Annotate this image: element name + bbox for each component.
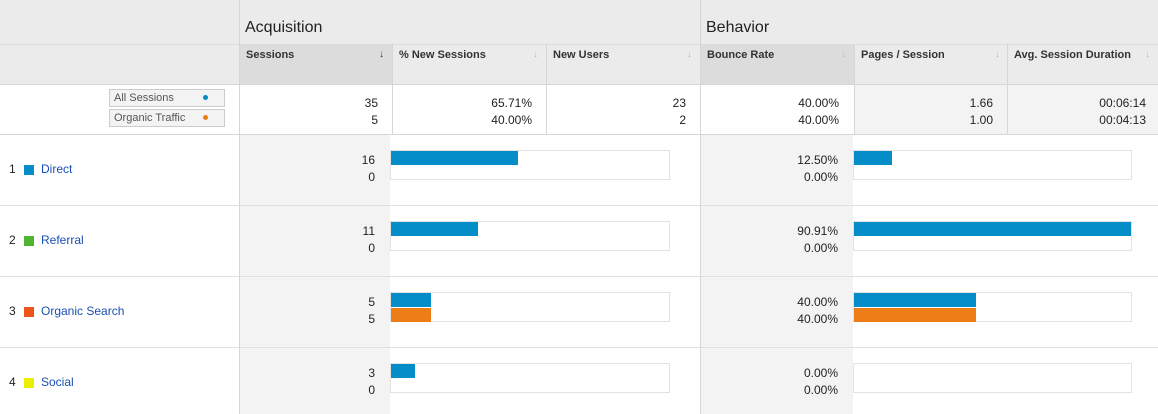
row-color-swatch <box>24 307 34 317</box>
sessions-value-organic: 0 <box>368 170 375 184</box>
sort-icon[interactable]: ↓ <box>841 49 846 60</box>
col-header-avg-duration[interactable]: Avg. Session Duration ↓ <box>1008 44 1158 84</box>
bounce-value-all: 12.50% <box>797 153 838 167</box>
sessions-bar-all <box>391 364 415 378</box>
bounce-bar-organic <box>854 308 976 322</box>
col-header-new-sessions[interactable]: % New Sessions ↓ <box>393 44 546 84</box>
row-color-swatch <box>24 236 34 246</box>
bounce-bar-all <box>854 151 893 165</box>
segment-tag-all-sessions[interactable]: All Sessions <box>109 89 225 107</box>
bounce-value-organic: 0.00% <box>803 170 838 184</box>
col-header-sessions-label: Sessions <box>246 49 295 61</box>
bounce-bar-track <box>853 221 1132 251</box>
group-header-row <box>0 0 1158 44</box>
sessions-bar-track <box>390 292 670 322</box>
total-new-sessions-all: 65.71% <box>491 96 532 110</box>
segment-label: Organic Traffic <box>114 112 186 124</box>
sort-icon[interactable]: ↓ <box>1145 49 1150 60</box>
totals-shade <box>855 85 1008 134</box>
bounce-bar-track <box>853 292 1132 322</box>
total-pages-session-organic: 1.00 <box>969 113 993 127</box>
col-header-sessions[interactable]: Sessions ↓ <box>240 44 392 84</box>
row-number: 4 <box>9 375 16 389</box>
bounce-value-all: 40.00% <box>797 295 838 309</box>
total-avg-duration-organic: 00:04:13 <box>1099 113 1146 127</box>
bounce-value-organic: 0.00% <box>803 383 838 397</box>
totals-row <box>0 84 1158 135</box>
sessions-column-shade <box>240 135 390 414</box>
segment-tag-organic-traffic[interactable]: Organic Traffic <box>109 109 225 127</box>
segment-label: All Sessions <box>114 92 174 104</box>
row-separator <box>0 205 1158 206</box>
row-color-swatch <box>24 378 34 388</box>
bounce-bar-all <box>854 293 976 307</box>
sort-desc-icon[interactable]: ↓ <box>379 49 384 60</box>
sessions-bar-all <box>391 151 519 165</box>
acquisition-group-label: Acquisition <box>245 19 323 36</box>
row-link-social[interactable]: Social <box>41 375 74 389</box>
divider <box>1007 44 1008 134</box>
divider <box>392 44 393 134</box>
total-new-users-all: 23 <box>672 96 686 110</box>
col-header-new-sessions-label: % New Sessions <box>399 49 486 61</box>
row-number: 2 <box>9 233 16 247</box>
sort-icon[interactable]: ↓ <box>687 49 692 60</box>
row-link-organic-search[interactable]: Organic Search <box>41 304 125 318</box>
total-sessions-organic: 5 <box>371 113 378 127</box>
sessions-value-all: 16 <box>361 153 375 167</box>
sessions-bar-organic <box>391 308 431 322</box>
divider <box>239 0 240 414</box>
row-link-referral[interactable]: Referral <box>41 233 84 247</box>
total-new-sessions-organic: 40.00% <box>491 113 532 127</box>
sessions-bar-track <box>390 221 670 251</box>
total-pages-session-all: 1.66 <box>969 96 993 110</box>
column-header-row <box>0 44 1158 84</box>
col-header-avg-duration-label: Avg. Session Duration <box>1014 49 1131 61</box>
bounce-bar-track <box>853 363 1132 393</box>
segment-color-dot <box>203 115 208 120</box>
sessions-value-organic: 0 <box>368 241 375 255</box>
segment-color-dot <box>203 95 208 100</box>
sessions-value-organic: 0 <box>368 383 375 397</box>
behavior-group-label: Behavior <box>706 19 770 36</box>
col-header-new-users[interactable]: New Users ↓ <box>547 44 700 84</box>
col-header-new-users-label: New Users <box>553 49 610 61</box>
col-header-bounce-rate-label: Bounce Rate <box>707 49 775 61</box>
divider <box>700 0 701 414</box>
row-link-direct[interactable]: Direct <box>41 162 73 176</box>
total-bounce-rate-all: 40.00% <box>798 96 839 110</box>
bounce-column-shade <box>701 135 853 414</box>
divider <box>854 44 855 134</box>
sort-icon[interactable]: ↓ <box>995 49 1000 60</box>
bounce-value-all: 0.00% <box>803 366 838 380</box>
total-bounce-rate-organic: 40.00% <box>798 113 839 127</box>
bounce-value-organic: 0.00% <box>803 241 838 255</box>
total-sessions-all: 35 <box>364 96 378 110</box>
col-header-bounce-rate[interactable]: Bounce Rate ↓ <box>701 44 854 84</box>
total-avg-duration-all: 00:06:14 <box>1099 96 1146 110</box>
row-number: 3 <box>9 304 16 318</box>
row-color-swatch <box>24 165 34 175</box>
totals-shade <box>1008 85 1158 134</box>
row-separator <box>0 276 1158 277</box>
sessions-bar-all <box>391 222 479 236</box>
sessions-value-all: 11 <box>362 224 375 238</box>
col-header-pages-session-label: Pages / Session <box>861 49 945 61</box>
sort-icon[interactable]: ↓ <box>533 49 538 60</box>
sessions-bar-all <box>391 293 431 307</box>
sessions-value-organic: 5 <box>368 312 375 326</box>
sessions-value-all: 5 <box>368 295 375 309</box>
bounce-bar-all <box>854 222 1131 236</box>
row-number: 1 <box>9 162 16 176</box>
col-header-pages-session[interactable]: Pages / Session ↓ <box>855 44 1008 84</box>
sessions-bar-track <box>390 363 670 393</box>
sessions-value-all: 3 <box>368 366 375 380</box>
divider <box>546 44 547 134</box>
bounce-value-all: 90.91% <box>797 224 838 238</box>
total-new-users-organic: 2 <box>679 113 686 127</box>
sessions-bar-track <box>390 150 670 180</box>
row-separator <box>0 347 1158 348</box>
bounce-bar-track <box>853 150 1132 180</box>
bounce-value-organic: 40.00% <box>797 312 838 326</box>
